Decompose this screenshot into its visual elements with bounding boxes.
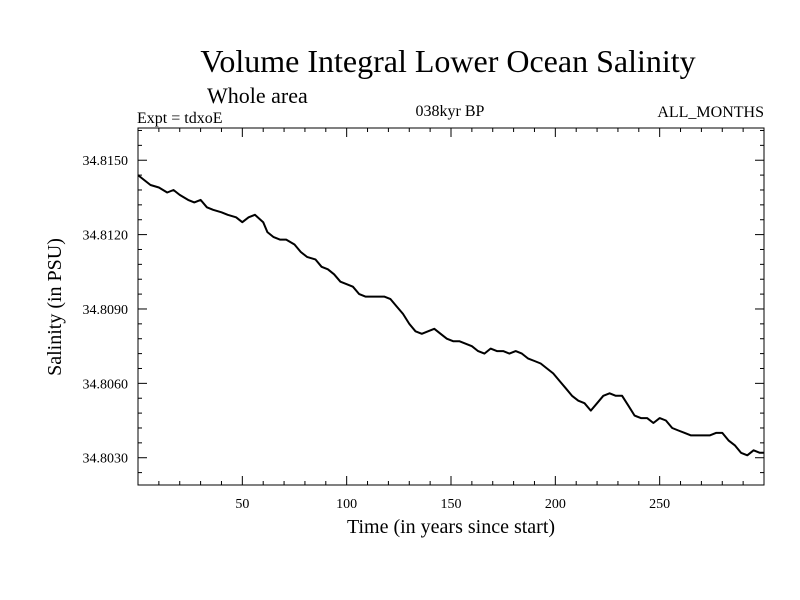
chart-title: Volume Integral Lower Ocean Salinity bbox=[200, 43, 695, 79]
y-tick-label: 34.8090 bbox=[83, 303, 129, 318]
y-tick-label: 34.8150 bbox=[83, 154, 129, 169]
x-axis-label: Time (in years since start) bbox=[347, 516, 555, 538]
x-tick-label: 250 bbox=[649, 497, 670, 512]
months-label: ALL_MONTHS bbox=[657, 104, 764, 121]
x-tick-label: 100 bbox=[336, 497, 357, 512]
x-tick-label: 50 bbox=[235, 497, 249, 512]
plot-frame bbox=[137, 127, 765, 486]
y-tick-label: 34.8120 bbox=[83, 229, 129, 244]
y-tick-label: 34.8030 bbox=[83, 452, 129, 467]
y-axis-tick-labels: 34.8030 34.8060 34.8090 34.8120 34.8150 bbox=[83, 154, 129, 467]
chart-subtitle: Whole area bbox=[207, 83, 308, 108]
y-tick-label: 34.8060 bbox=[83, 377, 129, 392]
salinity-series-line bbox=[137, 174, 764, 457]
x-axis-ticks bbox=[158, 128, 744, 485]
period-label: 038kyr BP bbox=[416, 103, 485, 120]
experiment-label: Expt = tdxoE bbox=[137, 110, 222, 127]
x-tick-label: 150 bbox=[441, 497, 462, 512]
y-axis-ticks bbox=[138, 129, 764, 474]
x-tick-label: 200 bbox=[545, 497, 566, 512]
x-axis-tick-labels: 50 100 150 200 250 bbox=[235, 497, 670, 512]
y-axis-label: Salinity (in PSU) bbox=[44, 238, 66, 376]
